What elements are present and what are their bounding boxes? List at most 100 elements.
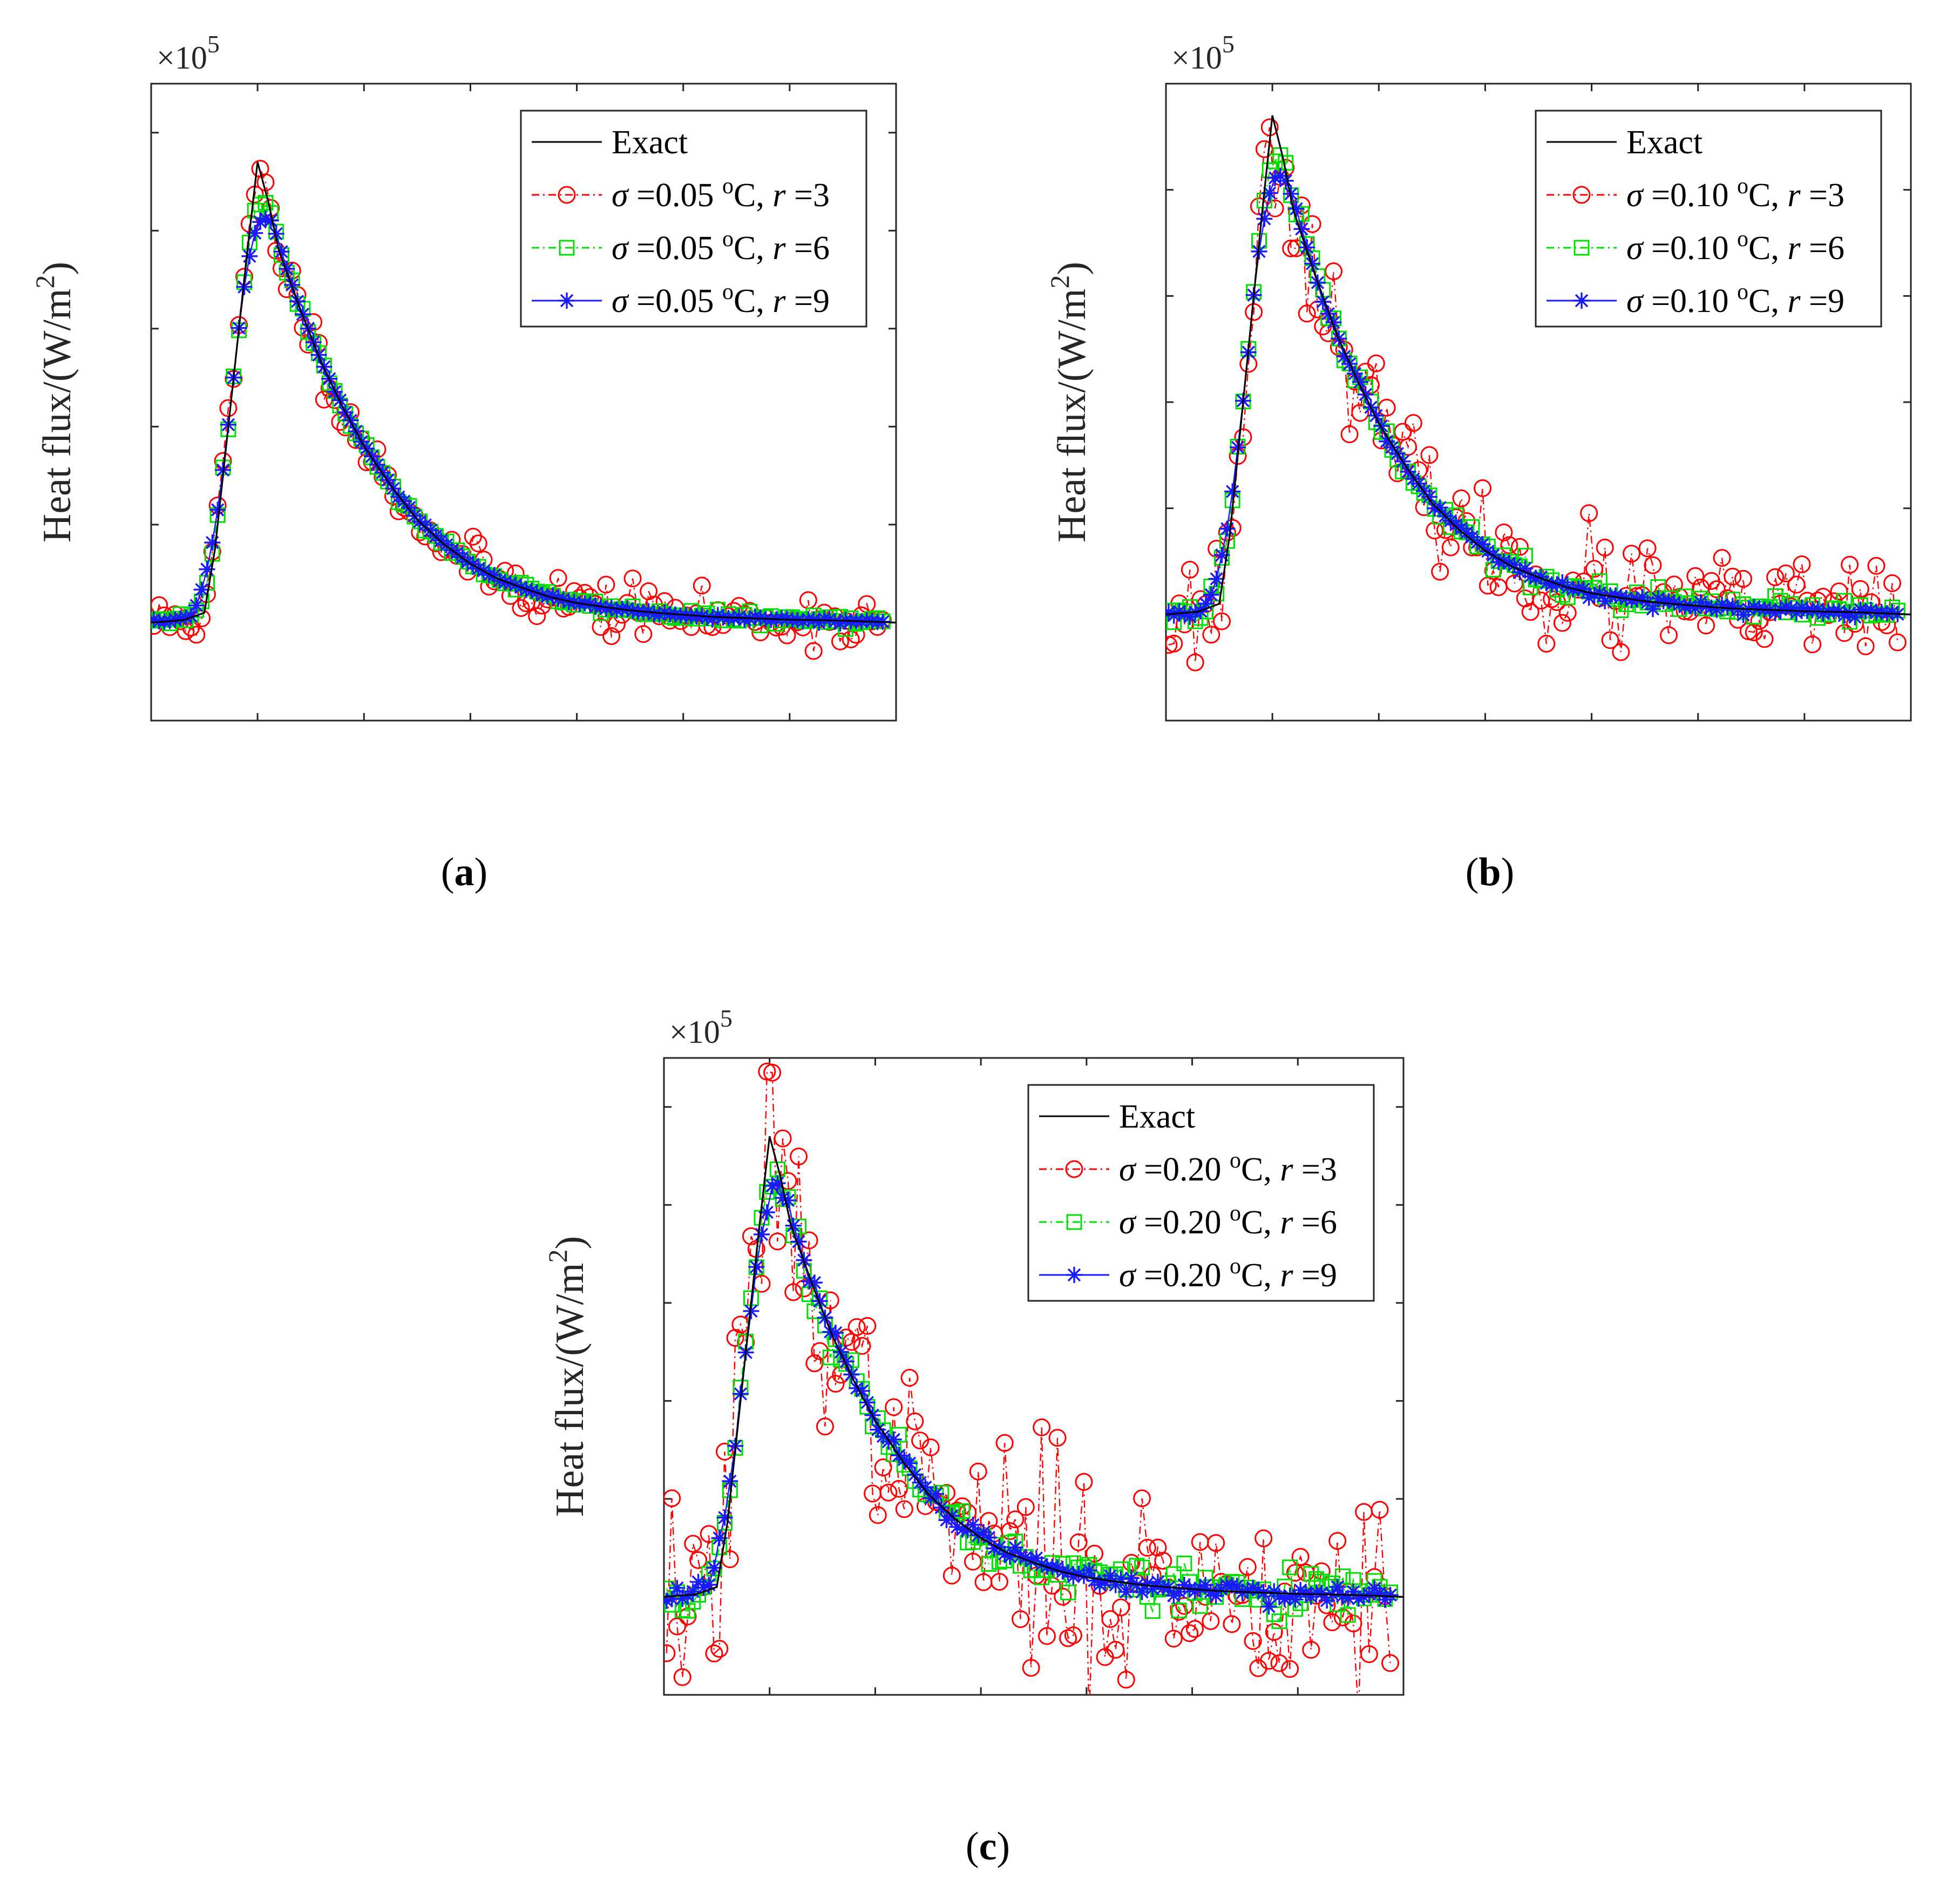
- series-r9-marker: [828, 1325, 844, 1341]
- legend-unit: C,: [734, 177, 772, 214]
- legend-degree: o: [1737, 227, 1748, 252]
- legend-degree: o: [1230, 1201, 1241, 1226]
- series-r9-marker: [664, 1592, 675, 1609]
- series-r9-marker: [1012, 1548, 1029, 1565]
- panel-label-close: ): [1501, 850, 1515, 894]
- series-r3-marker: [1766, 568, 1785, 586]
- series-r3-marker: [664, 1489, 681, 1508]
- series-r9-marker: [1102, 1567, 1118, 1584]
- legend-degree: o: [1737, 174, 1748, 199]
- series-r3-marker: [1580, 504, 1598, 522]
- legend-entry-2: σ =0.10 oC, r =6: [1626, 227, 1844, 267]
- series-r9-marker: [1001, 1549, 1018, 1565]
- series-r3-marker: [1111, 1598, 1130, 1617]
- series-r9-marker: [779, 1192, 796, 1209]
- series-r9-marker: [996, 1545, 1013, 1562]
- series-r9-marker: [279, 261, 295, 277]
- legend-sigma: σ: [1626, 283, 1644, 320]
- series-r3-marker: [1511, 538, 1529, 556]
- legend-r-value: 3: [813, 177, 830, 214]
- series-r9-marker: [1018, 1549, 1034, 1565]
- series-r3-marker: [1787, 575, 1806, 594]
- series-exact-overlay: [151, 161, 896, 623]
- series-r9-marker: [1267, 169, 1284, 186]
- series-r3-marker: [1841, 555, 1859, 574]
- series-r9-marker: [178, 609, 194, 626]
- series-r9-marker: [1474, 536, 1491, 553]
- series-r9-marker: [364, 448, 381, 465]
- series-r3-marker: [710, 1640, 729, 1658]
- legend-eq: =: [628, 177, 655, 214]
- series-r9-marker: [1432, 499, 1448, 516]
- series-r3-marker: [1367, 354, 1385, 372]
- series-r3-marker: [1713, 549, 1731, 567]
- series-r9-marker: [669, 1579, 686, 1596]
- legend-sigma: σ: [612, 283, 629, 320]
- legend-marker-circle: [558, 186, 576, 204]
- y-axis-label: Heat flux/(W/m2): [542, 1236, 592, 1517]
- series-r9-marker: [722, 1473, 738, 1490]
- series-r3-marker: [816, 1417, 834, 1436]
- series-r3-marker: [219, 399, 238, 417]
- series-r9-marker: [1070, 1565, 1087, 1582]
- legend-eq: =: [1136, 1257, 1163, 1294]
- series-r9-marker: [151, 612, 162, 628]
- legend-entry-2: σ =0.05 oC, r =6: [612, 227, 830, 267]
- series-r3-marker: [879, 1483, 898, 1502]
- series-r9-marker: [1421, 488, 1437, 505]
- series-r9-marker: [858, 612, 875, 628]
- series-r3-marker: [1867, 556, 1886, 575]
- series-r3-marker: [1303, 215, 1321, 233]
- series-r9-marker: [1197, 1577, 1214, 1593]
- series-r9-marker: [684, 1583, 701, 1600]
- legend-marker-circle: [1572, 186, 1591, 204]
- series-r9-marker: [1538, 575, 1555, 592]
- multiplier-base: ×10: [669, 1014, 720, 1050]
- series-r3-marker: [842, 630, 860, 649]
- plot-area-box: [663, 1057, 1405, 1696]
- series-r3-marker: [1133, 1489, 1151, 1508]
- series-r9-marker: [832, 615, 849, 632]
- series-r9-marker: [1681, 598, 1698, 614]
- legend-r-eq: =: [786, 230, 813, 267]
- plot-series-group: [1166, 115, 1911, 671]
- legend-sigma-value: 0.10: [1670, 283, 1729, 320]
- panel-label-letter: c: [979, 1824, 997, 1869]
- series-r3-marker: [1851, 580, 1869, 598]
- series-r9-marker: [1724, 598, 1741, 614]
- series-r9-marker: [199, 561, 215, 578]
- panel-label-open: (: [966, 1824, 979, 1869]
- legend-entry-text: Exact: [612, 124, 688, 161]
- series-r3-marker: [664, 1644, 676, 1662]
- series-r9-marker: [870, 1421, 886, 1438]
- series-r3-marker: [673, 1668, 691, 1686]
- series-r9-marker: [664, 1591, 680, 1607]
- series-r3-marker: [1707, 580, 1726, 599]
- series-r9-marker: [725, 610, 742, 627]
- series-r9-marker: [491, 573, 508, 589]
- series-r9-marker: [262, 212, 279, 229]
- legend-unit: C,: [1241, 1151, 1280, 1188]
- y-axis-multiplier: ×105: [1171, 30, 1235, 76]
- series-r9-marker: [1113, 1571, 1129, 1587]
- series-r9-marker: [241, 248, 258, 264]
- series-r9-marker: [1123, 1570, 1140, 1586]
- series-r9-marker: [1368, 407, 1385, 424]
- series-r9-marker: [1607, 587, 1624, 604]
- series-r9-marker: [1165, 1587, 1182, 1604]
- y-axis-label-sup: 2: [1045, 275, 1075, 289]
- plot-area-box: [150, 83, 897, 722]
- legend-marker-asterisk: [1066, 1267, 1082, 1283]
- series-r3-marker: [1585, 560, 1603, 578]
- panel-label-letter: b: [1479, 850, 1501, 894]
- series-r6-marker: [1340, 1607, 1356, 1623]
- series-r9-marker: [268, 226, 284, 242]
- series-r6-marker: [1282, 1559, 1298, 1576]
- y-axis-label-main: Heat flux/(W/m: [548, 1263, 592, 1517]
- legend-r: r: [772, 230, 786, 267]
- series-r3-marker: [1202, 626, 1220, 644]
- legend-eq: =: [1643, 230, 1670, 267]
- series-r3-marker: [716, 1442, 734, 1461]
